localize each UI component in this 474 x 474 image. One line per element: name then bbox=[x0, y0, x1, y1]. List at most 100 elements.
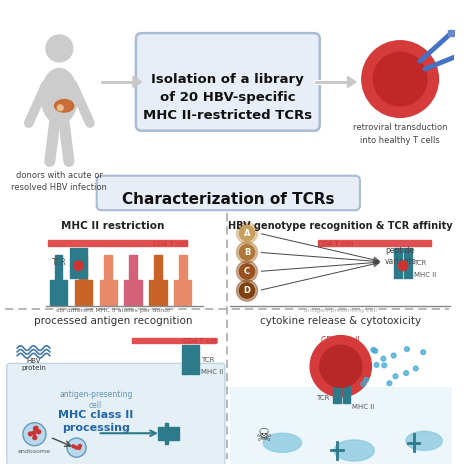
Circle shape bbox=[310, 336, 372, 397]
Text: CD4 T cell: CD4 T cell bbox=[321, 336, 360, 345]
Text: CD4 T cell: CD4 T cell bbox=[318, 241, 353, 247]
Text: Isolation of a library
of 20 HBV-specific
MHC II-restricted TCRs: Isolation of a library of 20 HBV-specifi… bbox=[143, 73, 312, 122]
Ellipse shape bbox=[334, 440, 374, 461]
Bar bbox=[129, 255, 137, 280]
Bar bbox=[158, 427, 179, 440]
Bar bbox=[164, 423, 167, 444]
Ellipse shape bbox=[406, 431, 442, 450]
Circle shape bbox=[237, 261, 257, 282]
Text: TCR: TCR bbox=[201, 357, 214, 364]
Bar bbox=[191, 345, 199, 374]
Bar bbox=[70, 247, 78, 278]
Bar bbox=[80, 247, 87, 278]
Text: MHC II: MHC II bbox=[201, 369, 223, 375]
Circle shape bbox=[320, 345, 362, 387]
Circle shape bbox=[28, 432, 32, 436]
Text: TCR: TCR bbox=[413, 260, 427, 266]
Text: antigen-presenting cell: antigen-presenting cell bbox=[304, 308, 377, 313]
Ellipse shape bbox=[55, 100, 74, 112]
Bar bbox=[100, 80, 133, 84]
Text: retroviral transduction
into healthy T cells: retroviral transduction into healthy T c… bbox=[353, 123, 447, 145]
Bar bbox=[100, 280, 117, 305]
Circle shape bbox=[32, 431, 36, 435]
Bar bbox=[55, 255, 62, 280]
Circle shape bbox=[404, 347, 410, 352]
Circle shape bbox=[239, 283, 255, 298]
Circle shape bbox=[371, 347, 376, 352]
Bar bbox=[149, 280, 166, 305]
Bar bbox=[154, 255, 162, 280]
Ellipse shape bbox=[263, 433, 301, 452]
Text: processed antigen recognition: processed antigen recognition bbox=[34, 317, 192, 327]
Circle shape bbox=[72, 445, 75, 448]
Circle shape bbox=[364, 377, 368, 382]
Circle shape bbox=[37, 430, 41, 434]
Circle shape bbox=[361, 382, 366, 386]
Circle shape bbox=[374, 52, 427, 106]
Text: D: D bbox=[244, 286, 250, 295]
Text: TCR: TCR bbox=[52, 258, 67, 267]
Circle shape bbox=[398, 261, 408, 271]
Text: A: A bbox=[244, 228, 250, 237]
Bar bbox=[80, 255, 87, 280]
Bar bbox=[343, 382, 350, 402]
Circle shape bbox=[57, 105, 63, 110]
Bar bbox=[104, 255, 112, 280]
Circle shape bbox=[23, 423, 46, 446]
Circle shape bbox=[381, 356, 386, 361]
Text: CD4 T cell: CD4 T cell bbox=[153, 241, 189, 247]
Circle shape bbox=[33, 436, 36, 439]
Bar bbox=[318, 240, 431, 246]
Text: donors with acute or
resolved HBV infection: donors with acute or resolved HBV infect… bbox=[11, 171, 107, 192]
Bar bbox=[333, 382, 341, 402]
Circle shape bbox=[74, 261, 83, 271]
FancyBboxPatch shape bbox=[7, 364, 225, 465]
Circle shape bbox=[382, 363, 387, 368]
Circle shape bbox=[237, 242, 257, 263]
Text: CD4 T cell: CD4 T cell bbox=[183, 338, 218, 345]
Polygon shape bbox=[133, 76, 142, 88]
Text: ☠: ☠ bbox=[256, 427, 272, 445]
Ellipse shape bbox=[41, 69, 78, 124]
Bar bbox=[48, 240, 187, 246]
Circle shape bbox=[373, 348, 378, 354]
Bar bbox=[182, 345, 190, 374]
Circle shape bbox=[237, 223, 257, 244]
Circle shape bbox=[239, 226, 255, 241]
Text: cytokine release & cytotoxicity: cytokine release & cytotoxicity bbox=[260, 317, 421, 327]
Circle shape bbox=[67, 438, 86, 457]
Circle shape bbox=[239, 245, 255, 260]
Bar bbox=[314, 80, 347, 84]
Text: C: C bbox=[244, 267, 250, 276]
Circle shape bbox=[404, 371, 409, 375]
Text: HBV genotype recognition & TCR affinity: HBV genotype recognition & TCR affinity bbox=[228, 221, 453, 231]
Circle shape bbox=[75, 446, 78, 449]
Text: MHC II restriction: MHC II restriction bbox=[61, 221, 164, 231]
Text: TCR: TCR bbox=[316, 395, 329, 401]
FancyBboxPatch shape bbox=[136, 33, 320, 131]
Bar bbox=[174, 280, 191, 305]
Bar bbox=[230, 387, 452, 464]
Polygon shape bbox=[347, 76, 356, 88]
Circle shape bbox=[413, 366, 418, 371]
Text: antigen-presenting
cell: antigen-presenting cell bbox=[59, 390, 132, 410]
Circle shape bbox=[239, 264, 255, 279]
Circle shape bbox=[46, 35, 73, 62]
Circle shape bbox=[391, 353, 396, 358]
FancyBboxPatch shape bbox=[97, 176, 360, 210]
Circle shape bbox=[387, 381, 392, 386]
Circle shape bbox=[34, 426, 38, 430]
Text: MHC II: MHC II bbox=[413, 272, 436, 278]
Bar bbox=[125, 280, 142, 305]
Circle shape bbox=[237, 280, 257, 301]
Bar bbox=[179, 255, 187, 280]
Text: peptide
variants: peptide variants bbox=[385, 246, 416, 266]
Bar bbox=[75, 280, 92, 305]
Circle shape bbox=[34, 427, 37, 430]
Text: Characterization of TCRs: Characterization of TCRs bbox=[121, 192, 334, 207]
Bar bbox=[132, 337, 216, 343]
Circle shape bbox=[374, 363, 379, 367]
Circle shape bbox=[362, 41, 438, 118]
Bar bbox=[404, 247, 411, 278]
Circle shape bbox=[421, 350, 426, 355]
